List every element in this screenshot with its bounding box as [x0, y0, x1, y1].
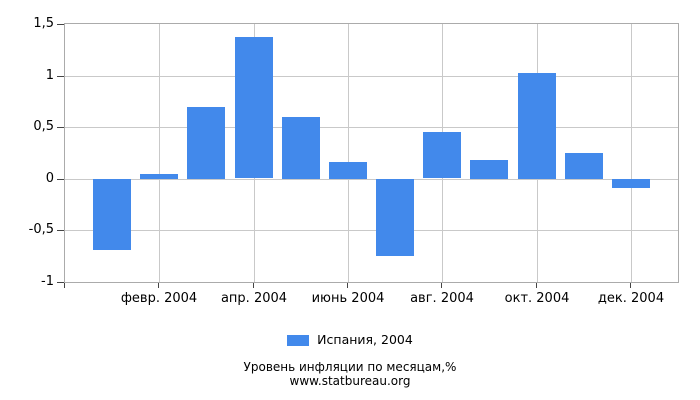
- chart-source-url: www.statbureau.org: [289, 374, 411, 388]
- bar-month-3: [187, 107, 225, 179]
- y-axis-tick: [57, 76, 64, 77]
- gridline-vertical: [348, 24, 349, 282]
- bar-month-5: [282, 117, 320, 179]
- legend: Испания, 2004: [0, 333, 700, 347]
- x-axis-tick-label: дек. 2004: [597, 291, 665, 306]
- gridline-horizontal: [65, 127, 678, 128]
- gridline-horizontal: [65, 179, 678, 180]
- y-axis-tick-label: 0: [45, 171, 54, 186]
- y-axis-tick-label: 1: [45, 68, 54, 83]
- bar-month-2: [140, 174, 178, 179]
- y-axis-tick: [57, 282, 64, 283]
- bar-month-8: [423, 132, 461, 178]
- chart-caption: Уровень инфляции по месяцам,%: [243, 360, 457, 374]
- y-axis-tick-label: -1: [41, 274, 54, 289]
- y-axis-tick: [57, 24, 64, 25]
- gridline-horizontal: [65, 76, 678, 77]
- x-axis-tick: [347, 283, 348, 288]
- bar-month-12: [612, 179, 650, 188]
- bar-month-1: [93, 179, 131, 250]
- gridline-horizontal: [65, 230, 678, 231]
- bar-month-11: [565, 153, 603, 179]
- x-axis-tick: [536, 283, 537, 288]
- chart-footer: Уровень инфляции по месяцам,% www.statbu…: [0, 360, 700, 388]
- bar-month-4: [235, 37, 273, 178]
- x-axis-tick-label: окт. 2004: [504, 291, 570, 306]
- x-axis-tick-label: апр. 2004: [220, 291, 288, 306]
- x-axis-tick-label: июнь 2004: [311, 291, 385, 306]
- x-axis-tick: [64, 283, 65, 288]
- y-axis-tick-label: 0,5: [33, 119, 54, 134]
- gridline-vertical: [159, 24, 160, 282]
- x-axis-tick: [158, 283, 159, 288]
- y-axis-tick: [57, 127, 64, 128]
- legend-label: Испания, 2004: [317, 332, 413, 347]
- y-axis-tick: [57, 179, 64, 180]
- bar-month-10: [518, 73, 556, 179]
- x-axis-tick: [630, 283, 631, 288]
- x-axis-tick-label: февр. 2004: [120, 291, 198, 306]
- bar-month-7: [376, 179, 414, 256]
- y-axis-tick-label: -0,5: [28, 222, 54, 237]
- plot-area: [64, 23, 679, 283]
- gridline-vertical: [631, 24, 632, 282]
- y-axis-tick: [57, 230, 64, 231]
- legend-swatch: [287, 334, 310, 346]
- y-axis-tick-label: 1,5: [33, 16, 54, 31]
- x-axis-tick: [441, 283, 442, 288]
- x-axis-tick-label: авг. 2004: [410, 291, 474, 306]
- bar-month-9: [470, 160, 508, 179]
- bar-month-6: [329, 162, 367, 179]
- x-axis-tick: [253, 283, 254, 288]
